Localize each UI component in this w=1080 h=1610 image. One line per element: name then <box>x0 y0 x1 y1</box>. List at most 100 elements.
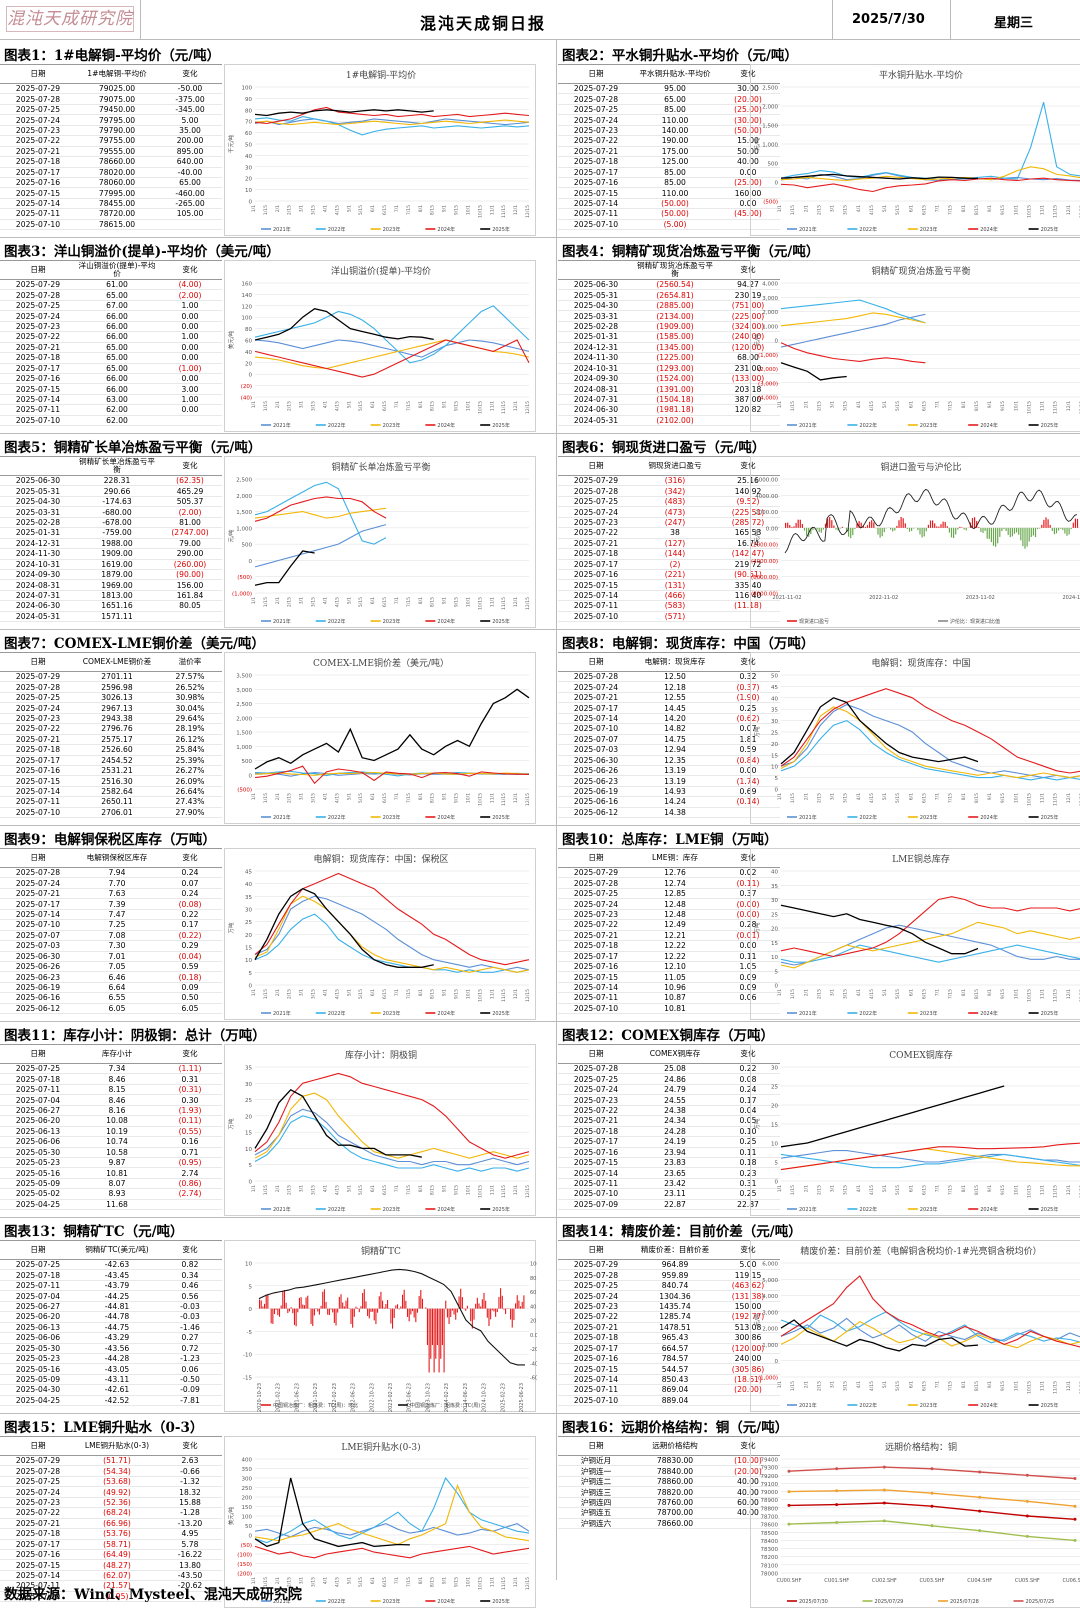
table-cell: 10.87 <box>634 993 716 1002</box>
x-tick-label: 9/15 <box>454 401 460 411</box>
chart-bar <box>819 528 820 532</box>
series-point <box>883 1519 886 1522</box>
table-cell: (50.00) <box>634 199 716 208</box>
y2-tick-label: -40.00 <box>530 1361 537 1367</box>
table-cell: -43.05 <box>76 1365 158 1374</box>
chart-bar <box>502 1296 503 1309</box>
y-tick-label: 2000.00 <box>755 510 778 516</box>
panel-title: 图表11：库存小计：阴极铜：总计（万吨） <box>4 1024 266 1042</box>
table-cell: 0.00 <box>158 374 222 383</box>
chart-bar <box>384 1308 385 1309</box>
chart-bar <box>317 1309 318 1312</box>
table-cell: 2024-12-31 <box>0 539 76 548</box>
chart-bar <box>291 1307 292 1308</box>
chart-bar <box>370 1309 371 1312</box>
table-cell: 2025-07-21 <box>0 1519 76 1528</box>
legend-label: 2024年 <box>437 618 455 625</box>
chart-bar <box>262 1306 263 1308</box>
table-cell: (1.11) <box>158 1064 222 1073</box>
chart-bar <box>505 1309 506 1314</box>
table-cell: -43.45 <box>76 1271 158 1280</box>
table-cell: 2025-07-17 <box>0 900 76 909</box>
chart-bar <box>337 1309 338 1313</box>
table-row: 2025-06-27-44.81-0.03 <box>0 1302 222 1312</box>
table-cell: 14.24 <box>634 797 716 806</box>
x-tick-label: 4/15 <box>334 401 340 411</box>
table-cell: 65.00 <box>76 343 158 352</box>
table-cell: 23.83 <box>634 1158 716 1167</box>
table-cell: 2025-07-16 <box>0 374 76 383</box>
x-tick-label: 4/1 <box>322 597 328 604</box>
chart-bar <box>460 1289 461 1309</box>
table-cell: (2560.54) <box>634 280 716 289</box>
table-cell: 5.78 <box>158 1540 222 1549</box>
table-cell: 2025-07-28 <box>0 1467 76 1476</box>
chart-bar <box>414 1309 415 1318</box>
legend-label: 2025年 <box>1041 814 1059 821</box>
table-cell: 850.43 <box>634 1375 716 1384</box>
table-cell: (1225.00) <box>634 353 716 362</box>
table-cell: 2025-07-14 <box>0 395 76 404</box>
chart-svg: 远期价格结构：铜78000781007820078300784007850078… <box>751 1437 1080 1609</box>
chart-bar <box>1066 528 1067 536</box>
y-tick-label: 0 <box>775 181 779 187</box>
table-cell: -43.50 <box>158 1571 222 1580</box>
y-axis-label: 元/吨 <box>753 137 761 150</box>
table-cell: 24.38 <box>634 1106 716 1115</box>
legend-label: 2021年 <box>273 422 291 429</box>
y-tick-label: 40 <box>245 350 252 356</box>
x-tick-label: 10/15 <box>477 401 483 414</box>
table-cell: 2025-07-24 <box>0 312 76 321</box>
table-cell: 78830.00 <box>634 1456 716 1465</box>
x-tick-label: 7/1 <box>394 989 400 996</box>
table-cell: 2025-07-18 <box>0 157 76 166</box>
table-cell: 2025-07-23 <box>0 714 76 723</box>
series-point <box>835 1467 838 1470</box>
x-tick-label: 7/15 <box>406 989 412 999</box>
x-tick-label: 5/15 <box>358 205 364 215</box>
table-cell: 2024-05-31 <box>0 612 76 621</box>
table-cell: 95.00 <box>634 84 716 93</box>
table-cell: -42.52 <box>76 1396 158 1405</box>
column-header: 日期 <box>558 1050 634 1059</box>
y-tick-label: 15 <box>245 946 252 952</box>
y-tick-label: 80 <box>245 327 252 333</box>
chart-svg: 洋山铜溢价(提单)-平均价(40)(20)0204060801001201401… <box>225 261 537 433</box>
x-tick-label: 4/15 <box>869 1185 875 1195</box>
chart-bar <box>513 1309 514 1320</box>
chart-bar <box>407 1309 408 1317</box>
x-tick-label: 6/15 <box>382 1185 388 1195</box>
table-row: 2025-07-15(48.27)13.80 <box>0 1560 222 1570</box>
chart-bar <box>350 1309 351 1324</box>
chart-bar <box>903 518 904 528</box>
x-tick-label: 5/1 <box>346 597 352 604</box>
legend-label: 2025年 <box>492 618 510 625</box>
series-line <box>255 1546 529 1557</box>
x-tick-label: 6/15 <box>382 401 388 411</box>
x-tick-label: 7/1 <box>935 205 941 212</box>
chart-bar <box>909 528 910 532</box>
table-cell: 3.00 <box>158 385 222 394</box>
table-cell: 6.46 <box>76 973 158 982</box>
x-tick-label: 2/1 <box>275 597 281 604</box>
chart-bar <box>523 1295 524 1308</box>
y-tick-label: 78600 <box>761 1523 779 1529</box>
x-tick-label: 11/15 <box>501 205 507 218</box>
